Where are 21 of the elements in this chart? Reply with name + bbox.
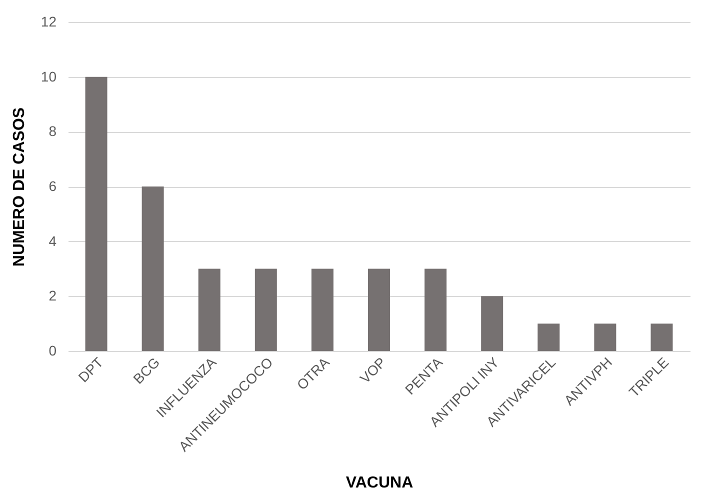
y-tick-label: 8 [48, 123, 57, 140]
y-tick-label: 10 [40, 68, 57, 84]
bar [254, 268, 277, 351]
x-axis-title: VACUNA [346, 474, 414, 492]
bar [594, 324, 616, 351]
y-tick-label: 2 [48, 288, 57, 304]
bar [142, 186, 164, 351]
bar [650, 324, 673, 351]
y-axis-title: NUMERO DE CASOS [10, 107, 28, 267]
bar [481, 296, 504, 351]
y-tick-label: 12 [40, 14, 57, 30]
bar [311, 268, 334, 351]
bar [85, 76, 108, 351]
bar [538, 324, 560, 351]
y-tick-label: 4 [48, 232, 57, 249]
y-tick-label: 0 [48, 342, 57, 358]
x-tick-label: VOP [356, 354, 389, 386]
bar [368, 268, 390, 351]
bar [198, 268, 220, 351]
bar [424, 268, 447, 351]
y-tick-label: 6 [48, 178, 57, 194]
